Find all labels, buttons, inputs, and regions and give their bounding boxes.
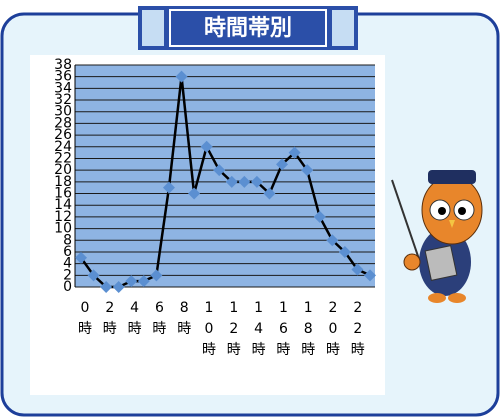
y-tick-label: 10 bbox=[54, 221, 72, 237]
marker bbox=[326, 234, 339, 247]
marker bbox=[351, 263, 364, 276]
marker bbox=[364, 269, 376, 282]
marker bbox=[288, 146, 301, 159]
tab-center bbox=[169, 9, 327, 47]
owl-cap bbox=[428, 170, 476, 184]
y-tick-label: 0 bbox=[63, 279, 72, 295]
pointer bbox=[391, 179, 421, 263]
owl-beak bbox=[449, 220, 455, 228]
marker bbox=[112, 281, 125, 293]
marker bbox=[338, 245, 351, 258]
y-tick-label: 4 bbox=[63, 256, 72, 272]
y-tick-label: 6 bbox=[63, 244, 72, 260]
marker bbox=[238, 175, 251, 188]
y-tick-label: 18 bbox=[54, 174, 72, 190]
tab-block bbox=[332, 10, 354, 46]
marker bbox=[250, 175, 263, 188]
y-tick-label: 30 bbox=[54, 104, 72, 120]
marker bbox=[263, 187, 276, 200]
marker bbox=[188, 187, 201, 200]
marker bbox=[137, 275, 150, 288]
marker bbox=[87, 269, 100, 282]
y-tick-label: 14 bbox=[54, 197, 72, 213]
y-tick-label: 20 bbox=[54, 162, 72, 178]
marker bbox=[200, 140, 213, 153]
marker bbox=[100, 281, 113, 293]
marker bbox=[313, 210, 326, 223]
y-tick-label: 36 bbox=[54, 69, 72, 85]
marker bbox=[213, 164, 226, 177]
marker bbox=[75, 251, 87, 264]
marker bbox=[276, 158, 289, 171]
marker bbox=[125, 275, 138, 288]
marker bbox=[162, 181, 175, 194]
y-tick-label: 12 bbox=[54, 209, 72, 225]
tab-block bbox=[142, 10, 164, 46]
owl-foot bbox=[428, 293, 446, 303]
y-tick-label: 24 bbox=[54, 139, 72, 155]
marker bbox=[301, 164, 314, 177]
clipboard bbox=[424, 245, 458, 281]
owl-foot bbox=[448, 293, 466, 303]
y-tick-label: 8 bbox=[63, 232, 72, 248]
owl-pupil bbox=[438, 207, 446, 215]
owl-pupil bbox=[458, 207, 466, 215]
marker bbox=[175, 70, 188, 83]
y-tick-label: 28 bbox=[54, 115, 72, 131]
owl-hand bbox=[403, 253, 421, 271]
y-tick-label: 38 bbox=[54, 57, 72, 73]
marker bbox=[150, 269, 163, 282]
chart-title: 時間帯別 bbox=[204, 15, 292, 41]
y-tick-label: 2 bbox=[63, 267, 72, 283]
y-tick-label: 34 bbox=[54, 80, 72, 96]
y-tick-label: 26 bbox=[54, 127, 72, 143]
title-tab bbox=[138, 6, 358, 50]
y-tick-label: 16 bbox=[54, 186, 72, 202]
owl bbox=[391, 170, 483, 303]
y-tick-label: 22 bbox=[54, 150, 72, 166]
marker bbox=[225, 175, 238, 188]
y-tick-label: 32 bbox=[54, 92, 72, 108]
